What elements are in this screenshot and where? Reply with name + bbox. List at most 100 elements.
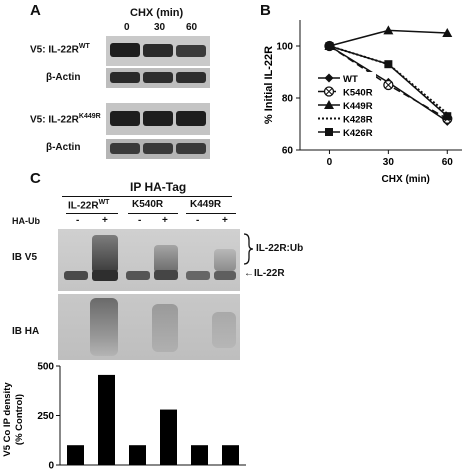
legend-label: K540R — [343, 88, 373, 99]
y-tick-label: 60 — [282, 146, 294, 157]
smear — [152, 304, 178, 352]
blot-k449r-label: V5: IL-22RK449R — [30, 113, 101, 125]
band — [214, 271, 236, 280]
smear — [212, 312, 236, 348]
band — [176, 72, 206, 83]
blot-wt-actin — [106, 68, 210, 88]
legend-label: K426R — [343, 128, 373, 139]
x-tick-label: 30 — [383, 157, 395, 168]
band — [110, 143, 140, 154]
time-label-0: 0 — [124, 22, 130, 33]
legend-label: WT — [343, 74, 358, 85]
y-axis-label: (% Control) — [14, 394, 25, 445]
ib-ha-label: IB HA — [12, 326, 40, 337]
y-axis-label: % Initial IL-22R — [263, 46, 275, 124]
sign: + — [222, 215, 228, 226]
group-label-wt-sup: WT — [98, 199, 110, 206]
data-point — [442, 28, 453, 37]
band — [186, 271, 210, 280]
ubiq-bracket — [243, 233, 254, 265]
band — [176, 45, 206, 57]
legend-marker — [324, 100, 334, 109]
bar — [129, 445, 146, 465]
band — [143, 44, 173, 57]
band — [110, 72, 140, 83]
bar — [191, 445, 208, 465]
ib-v5-label: IB V5 — [12, 252, 38, 263]
y-tick-label: 500 — [37, 362, 54, 373]
il22r-arrow: ←IL-22R — [244, 268, 285, 279]
legend-marker — [324, 73, 334, 83]
band — [92, 270, 118, 281]
y-tick-label: 0 — [48, 461, 54, 472]
bar — [67, 445, 84, 465]
ha-ub-label: HA-Ub — [12, 216, 40, 226]
sign: - — [76, 215, 80, 226]
group-label-k449r: K449R — [190, 199, 222, 210]
sign: - — [196, 215, 200, 226]
blot-ib-v5 — [58, 229, 240, 291]
band — [176, 111, 206, 126]
ip-title: IP HA-Tag — [130, 180, 187, 194]
group-label-wt-text: IL-22R — [68, 200, 99, 212]
group-label-k540r: K540R — [132, 199, 164, 210]
smear — [154, 245, 178, 273]
blot-k449r-v5 — [106, 103, 210, 135]
panel-c-letter: C — [30, 170, 41, 187]
legend-label: K449R — [343, 101, 373, 112]
y-tick-label: 250 — [37, 411, 54, 422]
blot-wt-v5 — [106, 36, 210, 66]
bar — [98, 374, 115, 465]
band — [110, 111, 140, 126]
group-label-wt: IL-22RWT — [68, 199, 109, 211]
blot-wt-label-sup: WT — [78, 43, 90, 50]
x-tick-label: 0 — [327, 157, 333, 168]
group-underline — [128, 213, 178, 214]
band — [64, 271, 88, 280]
line-chart: 60 80 100 0 30 60 CHX (min) % Initial IL-22R WT K… — [263, 20, 462, 185]
data-point — [384, 60, 393, 69]
band — [154, 270, 178, 280]
smear — [90, 298, 118, 356]
data-point-x — [385, 81, 392, 89]
band — [143, 143, 173, 154]
data-point — [383, 25, 394, 35]
bar-chart: 0 250 500 V5 Co IP density (% Control) — [2, 362, 246, 472]
panel-b-letter: B — [260, 2, 271, 19]
ip-title-underline — [62, 196, 232, 197]
arrow-left-icon: ← — [244, 268, 254, 279]
blot-k449r-label-sup: K449R — [78, 113, 101, 120]
blot-k449r-label-text: V5: IL-22R — [30, 114, 79, 126]
panel-a-letter: A — [30, 2, 41, 19]
time-label-60: 60 — [186, 22, 198, 33]
blot-k449r-actin — [106, 139, 210, 159]
blot-wt-label-text: V5: IL-22R — [30, 44, 79, 56]
blot-wt-actin-label: β-Actin — [46, 72, 81, 83]
blot-wt-label: V5: IL-22RWT — [30, 43, 90, 55]
chx-header: CHX (min) — [130, 7, 184, 19]
bar — [222, 445, 239, 465]
data-point — [443, 112, 452, 121]
band — [143, 111, 173, 126]
bar — [160, 409, 177, 465]
il22r-label: IL-22R — [254, 268, 285, 279]
blot-k449r-actin-label: β-Actin — [46, 142, 81, 153]
smear — [214, 249, 236, 271]
y-tick-label: 100 — [276, 42, 293, 53]
sign: - — [138, 215, 142, 226]
y-axis-label: V5 Co IP density — [2, 382, 13, 457]
group-underline — [66, 213, 118, 214]
data-point — [325, 42, 334, 50]
band — [176, 143, 206, 154]
sign: + — [162, 215, 168, 226]
x-tick-label: 60 — [442, 157, 454, 168]
sign: + — [102, 215, 108, 226]
band — [126, 271, 150, 280]
band — [110, 43, 140, 57]
x-axis-label: CHX (min) — [382, 174, 430, 185]
legend-label: K428R — [343, 115, 373, 126]
blot-ib-ha — [58, 294, 240, 360]
time-label-30: 30 — [154, 22, 166, 33]
band — [143, 72, 173, 83]
legend-marker — [325, 128, 333, 136]
